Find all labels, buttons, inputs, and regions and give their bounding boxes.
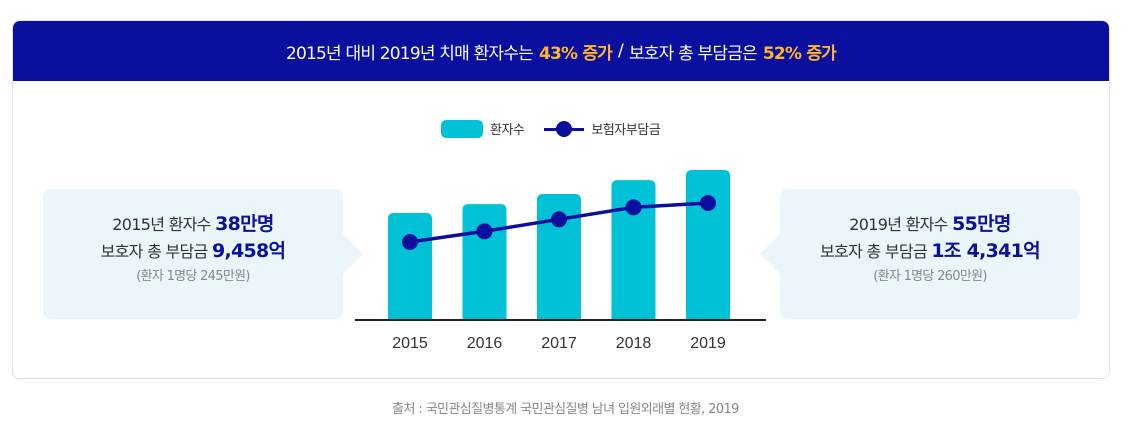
- infographic-card: 2015년 대비 2019년 치매 환자수는 43% 증가 / 보호자 총 부담…: [12, 20, 1110, 379]
- legend-bar-swatch: [441, 119, 483, 138]
- headline-banner: 2015년 대비 2019년 치매 환자수는 43% 증가 / 보호자 총 부담…: [13, 21, 1109, 81]
- legend-line-swatch: [544, 120, 585, 138]
- summary-2019-note: (환자 1명당 260만원): [873, 269, 987, 284]
- bar-2016: [462, 204, 507, 320]
- summary-2015-cost-label: 보호자 총 부담금: [100, 242, 209, 261]
- x-tick-label: 2015: [392, 335, 428, 352]
- summary-2015: 2015년 환자수 38만명 보호자 총 부담금 9,458억 (환자 1명당 …: [43, 189, 363, 319]
- line-point-2018: [625, 199, 642, 216]
- headline-mid: 보호자 총 부담금은: [628, 43, 758, 64]
- summary-2019-cost-value: 1조 4,341억: [931, 240, 1040, 262]
- line-point-2019: [700, 195, 716, 211]
- headline-separator: /: [618, 41, 624, 61]
- legend-bar-label: 환자수: [490, 123, 525, 138]
- summary-2015-patients-label: 2015년 환자수: [112, 215, 211, 234]
- bar-2018: [611, 180, 656, 320]
- summary-2019-cost-label: 보호자 총 부담금: [820, 242, 928, 261]
- x-tick-label: 2017: [541, 335, 577, 352]
- summary-2019-patients-value: 55만명: [952, 213, 1011, 235]
- legend-line-label: 보험자부담금: [591, 123, 661, 138]
- summary-2015-note: (환자 1명당 245만원): [136, 269, 250, 284]
- headline-patient-increase: 43% 증가: [538, 43, 613, 64]
- bar-2019: [686, 170, 730, 320]
- chart-legend: 환자수 보험자부담금: [441, 119, 661, 138]
- x-tick-label: 2019: [690, 335, 726, 352]
- bar-2015: [388, 213, 432, 320]
- line-point-2015: [402, 234, 418, 250]
- headline-prefix: 2015년 대비 2019년 치매 환자수는: [285, 43, 534, 64]
- summary-2019: 2019년 환자수 55만명 보호자 총 부담금 1조 4,341억 (환자 1…: [760, 189, 1080, 319]
- bar-2017: [537, 194, 581, 320]
- line-point-2017: [551, 211, 567, 228]
- x-tick-label: 2016: [467, 335, 503, 352]
- headline-cost-increase: 52% 증가: [762, 43, 837, 64]
- summary-2015-cost-value: 9,458억: [211, 240, 286, 262]
- line-point-2016: [476, 223, 493, 240]
- x-tick-label: 2018: [616, 335, 652, 352]
- summary-2019-patients-label: 2019년 환자수: [849, 215, 948, 234]
- summary-2015-patients-value: 38만명: [215, 213, 274, 235]
- source-citation: 출처 : 국민관심질병통계 국민관심질병 남녀 입원외래별 현황, 2019: [392, 402, 739, 417]
